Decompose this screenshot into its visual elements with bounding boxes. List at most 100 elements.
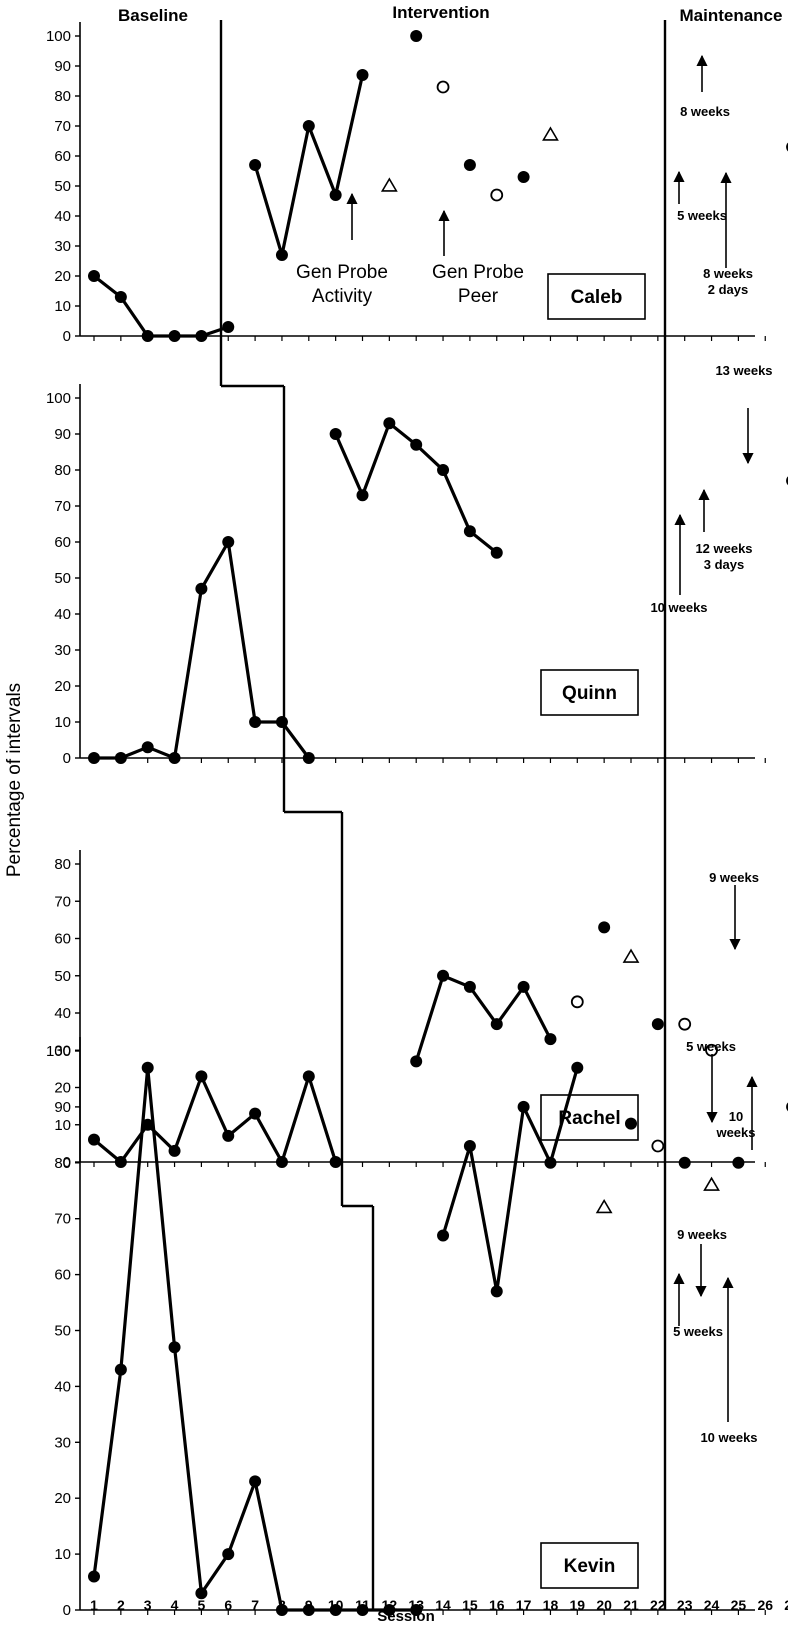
y-tick-label: 90 <box>54 426 71 443</box>
participant-name: Quinn <box>562 683 617 704</box>
x-tick-label: 20 <box>596 1597 612 1613</box>
participant-label-box <box>547 273 646 320</box>
probe-point <box>517 171 530 183</box>
baseline-point <box>88 1570 100 1583</box>
annotation-text: 10 <box>729 1109 743 1124</box>
baseline-point <box>383 1604 396 1616</box>
baseline-point <box>88 270 100 282</box>
participant-name: Rachel <box>558 1108 620 1129</box>
probe-point <box>732 1156 745 1169</box>
annotation-text: 5 weeks <box>677 208 727 223</box>
y-tick-label: 90 <box>54 58 71 75</box>
probe-point <box>380 177 398 192</box>
baseline-point <box>114 1363 127 1376</box>
probe-point <box>436 80 450 94</box>
baseline-point <box>168 752 181 764</box>
intervention-point <box>356 69 369 81</box>
baseline-point <box>195 330 208 342</box>
x-tick-label: 10 <box>328 1597 344 1613</box>
phase-change-line-baseline <box>219 20 375 1610</box>
baseline-point <box>222 321 235 333</box>
baseline-point <box>222 1548 235 1561</box>
participant-label-box <box>540 1542 639 1589</box>
baseline-point <box>275 716 288 728</box>
intervention-point <box>571 1061 584 1074</box>
annotation-text: 9 weeks <box>677 1227 727 1242</box>
baseline-line <box>92 1070 338 1167</box>
y-tick-label: 40 <box>54 208 71 225</box>
x-tick-label: 23 <box>677 1597 693 1613</box>
probe-point <box>410 30 423 42</box>
baseline-point <box>410 1604 423 1616</box>
y-tick-label: 80 <box>54 462 71 479</box>
intervention-point <box>463 525 476 538</box>
annotation-text: 5 weeks <box>673 1324 723 1339</box>
baseline-line <box>93 274 229 338</box>
y-tick-label: 90 <box>54 1099 71 1116</box>
x-tick-label: 25 <box>731 1597 747 1613</box>
y-tick-label: 20 <box>54 268 71 285</box>
baseline-point <box>114 291 127 303</box>
intervention-point <box>356 489 369 502</box>
y-tick-label: 30 <box>54 1042 71 1059</box>
x-tick-label: 13 <box>408 1597 424 1613</box>
intervention-point <box>437 969 450 982</box>
probe-point <box>625 1117 637 1130</box>
x-tick-label: 26 <box>757 1597 773 1613</box>
x-tick-label: 12 <box>382 1597 398 1613</box>
probe-point <box>651 1018 664 1031</box>
y-tick-label: 0 <box>63 750 71 767</box>
x-tick-label: 21 <box>623 1597 639 1613</box>
baseline-point <box>302 752 315 764</box>
annotation-text: weeks <box>715 1125 755 1140</box>
x-tick-label: 18 <box>543 1597 559 1613</box>
phase-title-intervention: Intervention <box>392 3 489 22</box>
y-tick-label: 100 <box>46 1043 71 1060</box>
baseline-point <box>141 1061 154 1074</box>
y-tick-label: 10 <box>54 1546 71 1563</box>
baseline-point <box>114 752 127 764</box>
baseline-point <box>141 330 154 342</box>
x-tick-label: 6 <box>224 1597 232 1613</box>
annotation-text: Activity <box>312 286 373 307</box>
probe-point <box>463 159 476 171</box>
y-tick-label: 20 <box>54 1080 71 1097</box>
x-tick-label: 24 <box>704 1597 720 1613</box>
probe-point <box>678 1156 691 1169</box>
participant-label-box <box>540 1094 639 1141</box>
y-tick-label: 100 <box>46 28 71 45</box>
x-tick-label: 3 <box>144 1597 152 1613</box>
y-tick-label: 100 <box>46 390 71 407</box>
probe-point <box>595 1198 613 1214</box>
y-tick-label: 70 <box>54 1211 71 1228</box>
intervention-point <box>517 980 530 993</box>
y-tick-label: 60 <box>54 534 71 551</box>
y-tick-label: 10 <box>54 714 71 731</box>
baseline-point <box>329 1604 342 1616</box>
baseline-point <box>141 741 154 754</box>
baseline-point <box>249 1475 262 1488</box>
y-tick-label: 20 <box>54 678 71 695</box>
y-tick-label: 50 <box>54 968 71 985</box>
intervention-point <box>249 159 262 171</box>
x-tick-labels: 1 2 3 4 5 6 7 8 9 10 11 12 13 14 15 16 17 18 19 20 21 22 23 24 2… <box>90 1597 788 1613</box>
annotation-text: 13 weeks <box>715 363 772 378</box>
baseline-point <box>356 1604 369 1616</box>
annotation-text: 9 weeks <box>709 870 759 885</box>
annotation-text: 2 days <box>708 282 748 297</box>
y-tick-label: 70 <box>54 498 71 515</box>
intervention-line <box>414 973 552 1062</box>
y-tick-label: 40 <box>54 606 71 623</box>
phase-title-baseline: Baseline <box>118 6 188 25</box>
baseline-point <box>195 582 208 595</box>
annotation-text: 3 days <box>704 557 744 572</box>
baseline-point <box>168 1144 181 1157</box>
annotation-text: Peer <box>458 286 499 307</box>
y-tick-label: 0 <box>63 328 71 345</box>
y-tick-label: 30 <box>54 642 71 659</box>
y-tick-label: 70 <box>54 893 71 910</box>
y-tick-label: 40 <box>54 1378 71 1395</box>
